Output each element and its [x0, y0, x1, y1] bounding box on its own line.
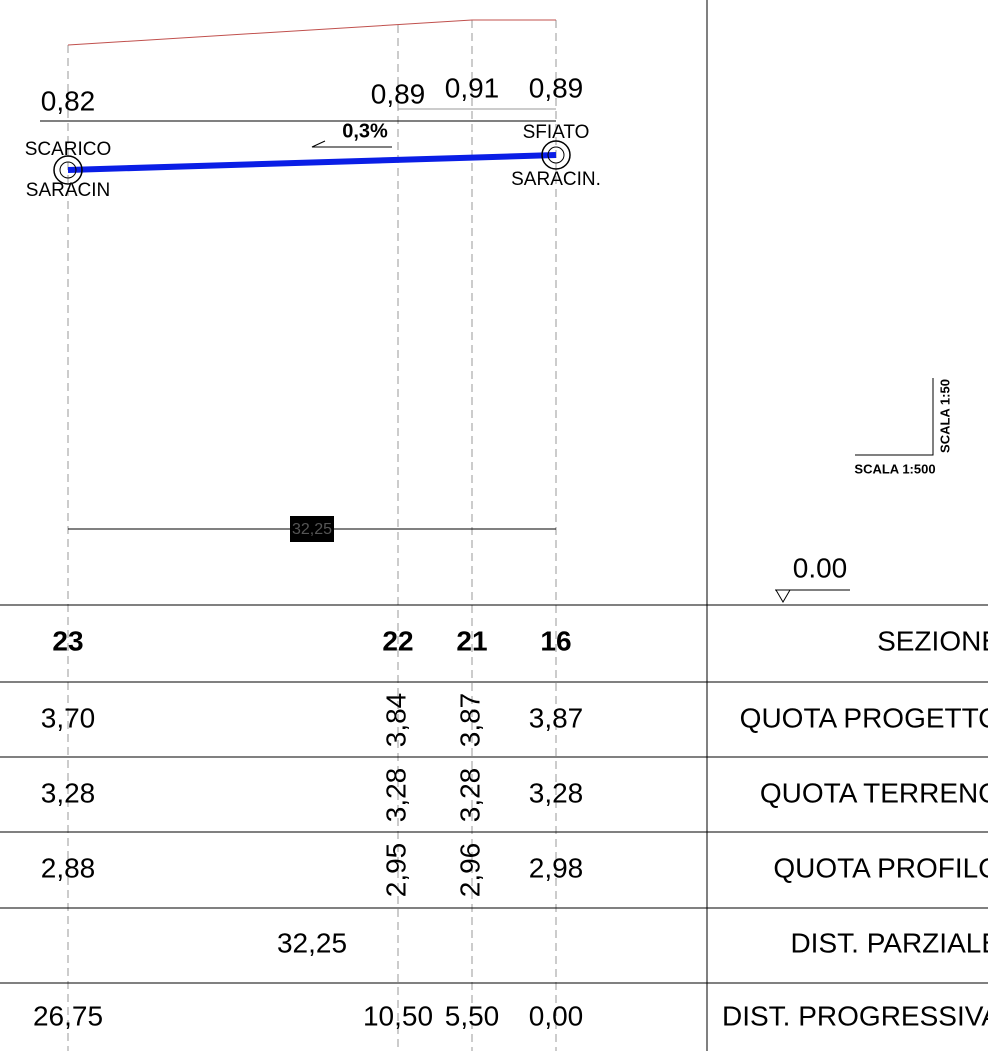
scale-mark: [855, 378, 934, 456]
row-label: DIST. PARZIALE: [790, 927, 988, 958]
slope-arrow: [311, 140, 392, 148]
cell: 2,88: [41, 852, 96, 883]
length-box: [290, 516, 334, 542]
row-label: QUOTA PROGETTO: [740, 702, 988, 733]
cell: 2,98: [529, 852, 584, 883]
cell: 0,00: [529, 1000, 584, 1031]
valve-label: SARACIN: [26, 180, 110, 201]
valve: [59, 161, 77, 179]
cell: 3,70: [41, 702, 96, 733]
cell: 3,84: [380, 693, 411, 748]
datum-triangle: [775, 589, 791, 603]
cell: 23: [52, 625, 83, 656]
row-label: DIST. PROGRESSIVA: [722, 1000, 988, 1031]
row-label: QUOTA PROFILO: [773, 852, 988, 883]
valve-label: SCARICO: [25, 139, 112, 160]
elevation-label: 0,91: [445, 72, 500, 103]
cell: 22: [382, 625, 413, 656]
cell: 5,50: [445, 1000, 500, 1031]
scale-label: SCALA 1:500: [854, 461, 935, 476]
row-label: SEZIONE: [877, 625, 988, 656]
cell: 3,28: [380, 768, 411, 823]
cell: 2,96: [454, 843, 485, 898]
valve-label: SFIATO: [523, 122, 590, 143]
slope-label: 0,3%: [342, 120, 388, 142]
cell: 2,95: [380, 843, 411, 898]
valve: [541, 140, 571, 170]
length-label: 32,25: [292, 521, 332, 538]
cell: 26,75: [33, 1000, 103, 1031]
row-label: QUOTA TERRENO: [760, 777, 988, 808]
elevation-label: 0,82: [41, 85, 96, 116]
pipe: [67, 152, 557, 173]
cell: 3,28: [454, 768, 485, 823]
cell: 21: [456, 625, 487, 656]
cell: 32,25: [277, 927, 347, 958]
cell: 3,87: [529, 702, 584, 733]
cell: 3,87: [454, 693, 485, 748]
cell: 16: [540, 625, 571, 656]
cell: 3,28: [41, 777, 96, 808]
valve: [547, 146, 565, 164]
datum-label: 0.00: [793, 552, 848, 583]
cell: 10,50: [363, 1000, 433, 1031]
elevation-label: 0,89: [529, 72, 584, 103]
valve-label: SARACIN.: [511, 169, 601, 190]
cell: 3,28: [529, 777, 584, 808]
scale-label: SCALA 1:50: [937, 379, 952, 453]
elevation-label: 0,89: [371, 78, 426, 109]
valve: [53, 155, 83, 185]
ground-line: [67, 19, 556, 46]
